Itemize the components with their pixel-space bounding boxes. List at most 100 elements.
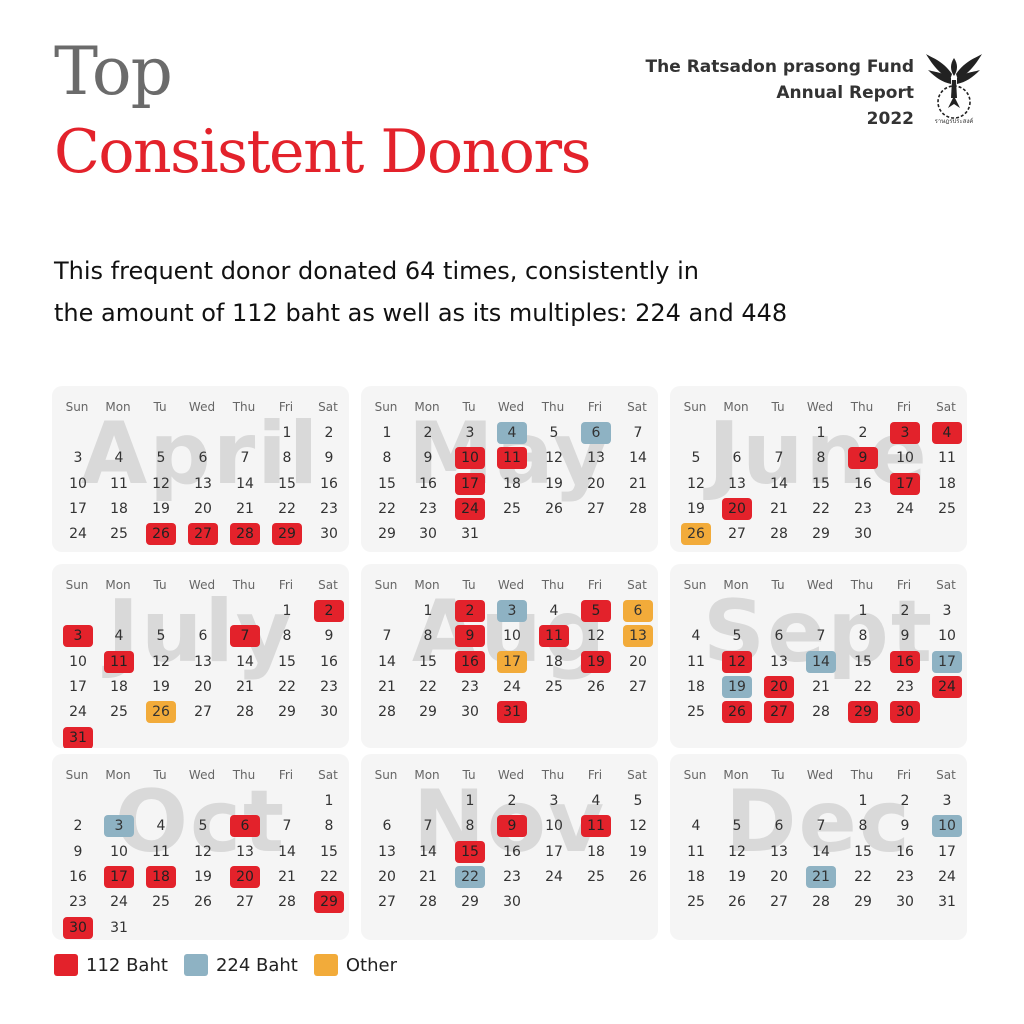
day-cell: 3	[497, 600, 527, 622]
day-cell: 9	[324, 628, 334, 645]
day-cell: 6	[382, 818, 392, 835]
day-cell: 9	[900, 818, 910, 835]
weekday-label: Tu	[771, 768, 785, 782]
day-cell: 13	[378, 843, 396, 860]
weekday-label: Fri	[278, 400, 294, 414]
day-cell: 12	[722, 650, 752, 673]
legend-label: Other	[345, 954, 397, 976]
weekday-label: Mon	[414, 768, 440, 782]
day-cell: 23	[320, 500, 338, 517]
day-cell: 8	[282, 450, 292, 467]
day-cell: 3	[465, 425, 475, 441]
day-cell: 14	[770, 475, 788, 492]
day-cell: 7	[282, 818, 292, 835]
day-cell: 15	[812, 475, 830, 492]
month-panel-april: April Sun Mon Tu Wed Thu Fri Sat 1 2 3 4 5 6 7 8 9 10 11 12…	[52, 386, 349, 552]
day-cell: 4	[691, 628, 701, 645]
day-cell: 3	[942, 603, 952, 619]
day-cell: 29	[378, 526, 396, 543]
day-cell: 25	[938, 500, 956, 517]
day-cell: 31	[110, 919, 128, 936]
day-cell: 26	[722, 701, 752, 724]
day-cell: 8	[816, 450, 826, 467]
weekday-label: Sat	[627, 768, 647, 782]
day-cell: 22	[278, 500, 296, 517]
day-cell: 23	[461, 678, 479, 695]
day-cell: 10	[69, 653, 87, 670]
day-cell: 5	[156, 628, 166, 645]
day-cell: 10	[69, 475, 87, 492]
weekday-label: Tu	[462, 400, 476, 414]
day-cell: 20	[764, 675, 794, 698]
day-cell: 10	[932, 815, 962, 838]
day-cell: 28	[419, 894, 437, 911]
day-cell: 14	[236, 475, 254, 492]
day-cell: 22	[812, 500, 830, 517]
day-cell: 29	[314, 891, 344, 914]
day-cell: 13	[728, 475, 746, 492]
day-cell: 31	[938, 894, 956, 911]
day-cell: 1	[324, 793, 334, 809]
day-cell: 18	[938, 475, 956, 492]
day-cell: 5	[633, 793, 643, 809]
day-cell: 1	[382, 425, 392, 441]
weekday-label: Tu	[771, 400, 785, 414]
day-cell: 28	[236, 704, 254, 721]
weekday-label: Wed	[806, 578, 834, 592]
day-cell: 1	[282, 425, 292, 441]
day-cell: 3	[104, 815, 134, 838]
day-cell: 27	[764, 701, 794, 724]
month-panel-aug: Aug Sun Mon Tu Wed Thu Fri Sat 1 2 3 4 5 6 7 8 9 10 11 12 13…	[361, 564, 658, 748]
day-cell: 27	[378, 894, 396, 911]
day-cell: 20	[722, 497, 752, 520]
day-cell: 24	[545, 868, 563, 885]
day-cell: 30	[461, 704, 479, 721]
day-cell: 10	[545, 818, 563, 835]
day-cell: 11	[110, 475, 128, 492]
day-cell: 18	[687, 678, 705, 695]
day-cell: 8	[324, 818, 334, 835]
day-cell: 8	[382, 450, 392, 467]
day-cell: 14	[378, 653, 396, 670]
weekday-label: Mon	[105, 400, 131, 414]
day-cell: 10	[938, 628, 956, 645]
day-cell: 5	[732, 628, 742, 645]
day-cell: 7	[633, 425, 643, 441]
day-cell: 30	[320, 526, 338, 543]
day-cell: 19	[722, 675, 752, 698]
day-cell: 6	[623, 600, 653, 622]
day-cell: 27	[236, 894, 254, 911]
day-cell: 24	[455, 497, 485, 520]
weekday-label: Sun	[683, 578, 707, 592]
day-cell: 11	[104, 650, 134, 673]
logo-caption: ราษฎรประสงค์	[934, 118, 974, 125]
day-cell: 31	[497, 701, 527, 724]
day-cell: 13	[623, 625, 653, 648]
day-cell: 28	[770, 526, 788, 543]
day-cell: 20	[194, 500, 212, 517]
legend-item-224: 224 Baht	[183, 954, 298, 976]
day-cell: 6	[774, 818, 784, 835]
day-cell: 25	[687, 704, 705, 721]
day-cell: 25	[152, 894, 170, 911]
day-cell: 5	[156, 450, 166, 467]
weekday-label: Tu	[462, 768, 476, 782]
day-cell: 22	[455, 865, 485, 888]
day-cell: 19	[581, 650, 611, 673]
day-cell: 4	[497, 422, 527, 444]
legend: 112 Baht 224 Baht Other	[54, 954, 413, 976]
day-cell: 17	[69, 678, 87, 695]
weekday-label: Wed	[806, 768, 834, 782]
day-cell: 11	[581, 815, 611, 838]
day-cell: 3	[549, 793, 559, 809]
day-cell: 17	[932, 650, 962, 673]
day-cell: 14	[278, 843, 296, 860]
day-cell: 26	[194, 894, 212, 911]
day-cell: 25	[503, 500, 521, 517]
day-cell: 7	[774, 450, 784, 467]
day-cell: 15	[278, 475, 296, 492]
weekday-label: Mon	[414, 400, 440, 414]
day-cell: 26	[587, 678, 605, 695]
weekday-label: Sat	[936, 768, 956, 782]
day-cell: 30	[320, 704, 338, 721]
